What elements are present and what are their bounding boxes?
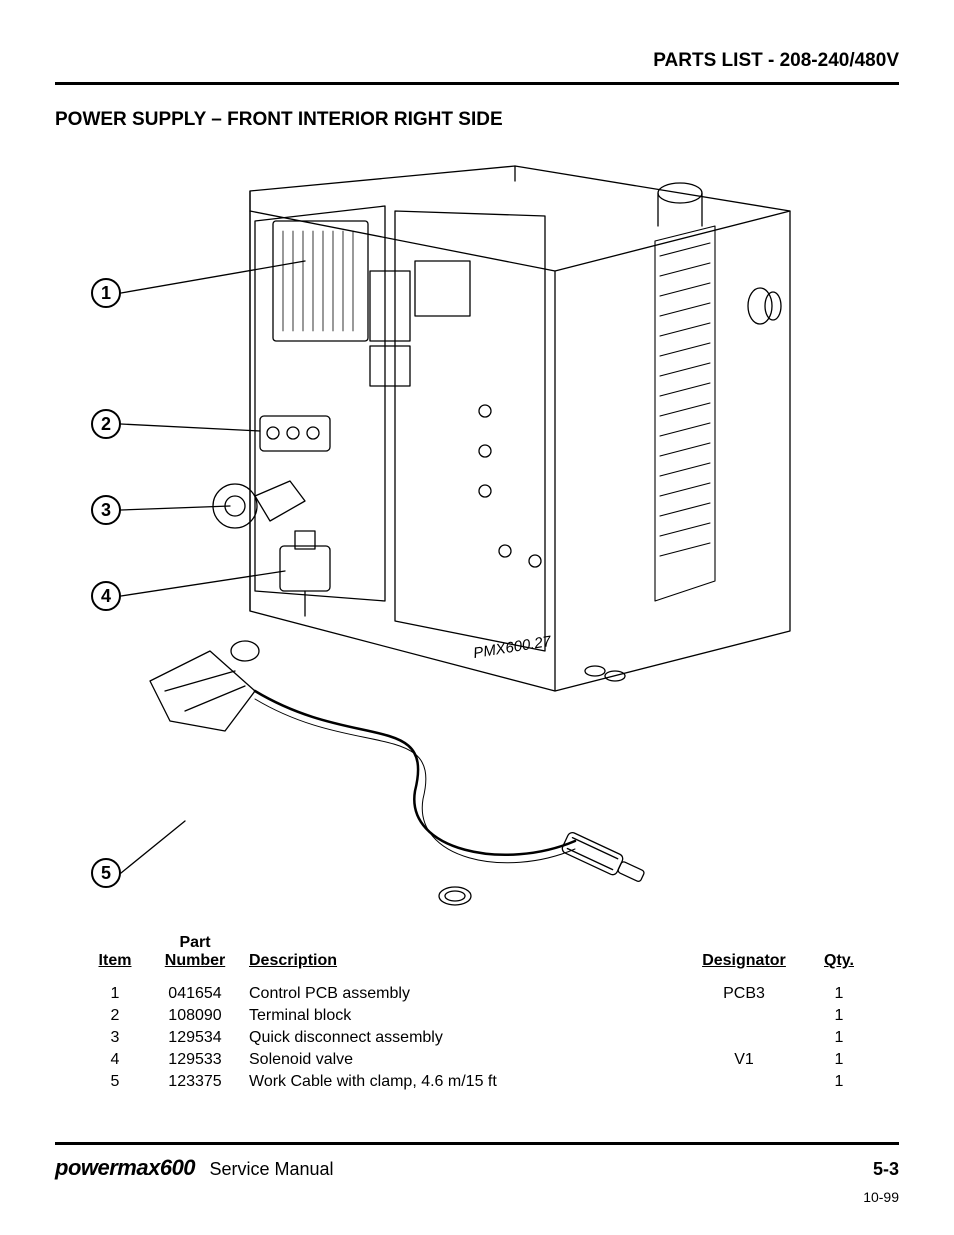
page-footer: powermax600 Service Manual 5-3 10-99 (55, 1142, 899, 1205)
header-rule (55, 82, 899, 85)
parts-table-body: 1 041654 Control PCB assembly PCB3 1 2 1… (85, 983, 869, 1093)
col-part: Part Number (145, 931, 245, 973)
callout-5-num: 5 (101, 863, 111, 884)
col-item: Item (85, 931, 145, 973)
table-row: 1 041654 Control PCB assembly PCB3 1 (85, 983, 869, 1005)
brand-name: powermax (55, 1155, 160, 1180)
col-qty: Qty. (809, 931, 869, 973)
callout-2: 2 (91, 409, 121, 439)
footer-date: 10-99 (55, 1189, 899, 1205)
parts-table: Item Part Number Description Designator … (85, 931, 869, 1093)
callout-2-num: 2 (101, 414, 111, 435)
callout-4: 4 (91, 581, 121, 611)
callout-3-num: 3 (101, 500, 111, 521)
callout-1-num: 1 (101, 283, 111, 304)
col-desc: Description (245, 931, 679, 973)
footer-left: powermax600 Service Manual (55, 1155, 334, 1181)
table-row: 4 129533 Solenoid valve V1 1 (85, 1049, 869, 1071)
table-row: 2 108090 Terminal block 1 (85, 1005, 869, 1027)
exploded-diagram: 1 2 3 4 5 PMX600.27 (55, 151, 899, 921)
table-row: 3 129534 Quick disconnect assembly 1 (85, 1027, 869, 1049)
parts-table-wrap: Item Part Number Description Designator … (85, 931, 869, 1093)
col-desig: Designator (679, 931, 809, 973)
table-row: 5 123375 Work Cable with clamp, 4.6 m/15… (85, 1071, 869, 1093)
callout-5: 5 (91, 858, 121, 888)
section-title: POWER SUPPLY – FRONT INTERIOR RIGHT SIDE (55, 109, 899, 131)
manual-label: Service Manual (210, 1159, 334, 1179)
diagram-svg (55, 151, 899, 921)
page-header: PARTS LIST - 208-240/480V (55, 50, 899, 82)
brand-suffix: 600 (160, 1155, 195, 1180)
callout-1: 1 (91, 278, 121, 308)
callout-3: 3 (91, 495, 121, 525)
page: PARTS LIST - 208-240/480V POWER SUPPLY –… (0, 0, 954, 1235)
page-number: 5-3 (873, 1159, 899, 1180)
callout-4-num: 4 (101, 586, 111, 607)
